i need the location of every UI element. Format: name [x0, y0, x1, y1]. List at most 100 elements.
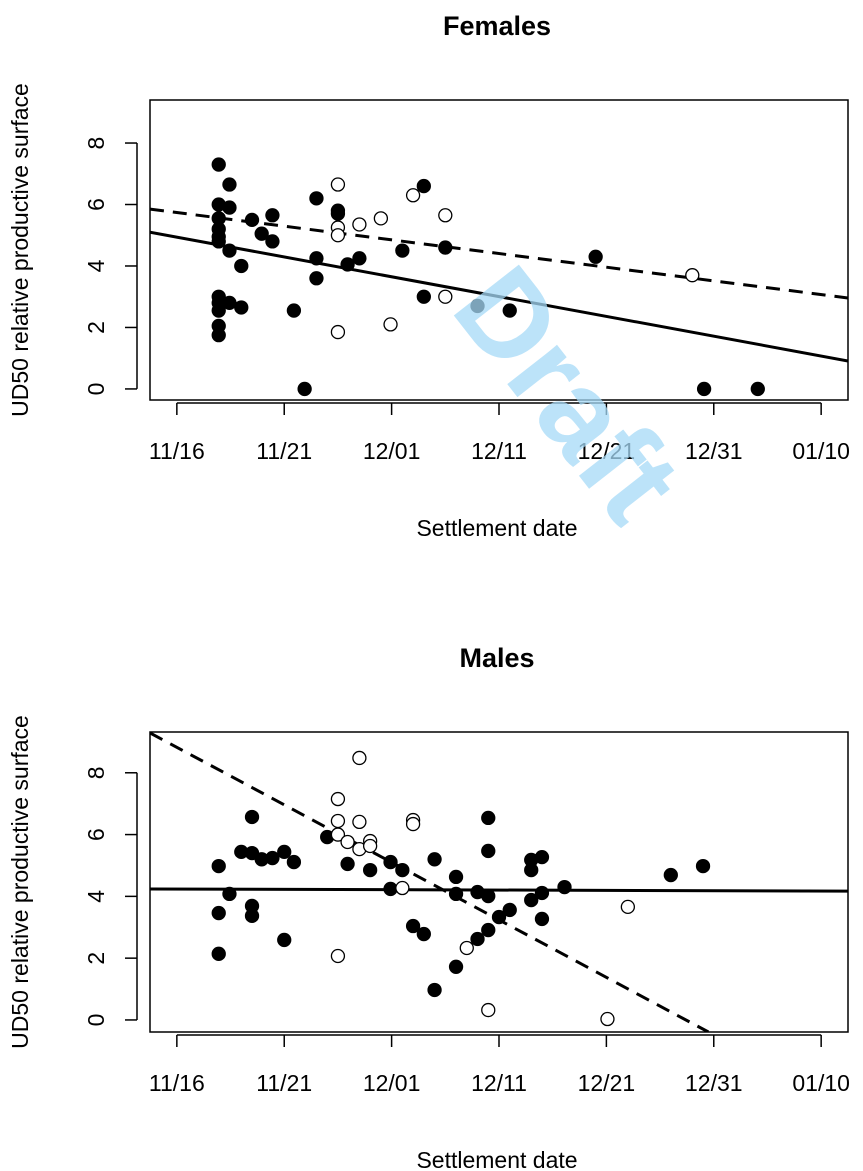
open-point: [405, 816, 421, 832]
open-point: [330, 791, 346, 807]
open-point: [438, 289, 453, 304]
filled-point: [395, 243, 410, 258]
open-point: [405, 188, 421, 203]
x-tick-label: 11/16: [149, 1070, 205, 1096]
filled-point: [481, 810, 496, 826]
filled-point: [222, 886, 237, 902]
filled-point: [244, 908, 260, 923]
fit-line: [150, 887, 848, 893]
filled-point: [286, 303, 302, 318]
filled-point: [340, 257, 355, 272]
filled-point: [211, 303, 226, 318]
filled-point: [277, 932, 292, 948]
filled-point: [405, 918, 421, 934]
y-tick-label: 0: [83, 1014, 109, 1027]
x-tick-label: 12/01: [363, 1070, 421, 1096]
filled-point: [352, 251, 367, 266]
y-tick-label: 8: [83, 137, 109, 150]
x-tick-label: 12/21: [578, 438, 636, 464]
open-point: [330, 324, 346, 340]
open-point: [330, 813, 346, 829]
x-tick-label: 12/21: [578, 1070, 636, 1096]
x-tick-label: 12/11: [471, 1070, 527, 1096]
y-tick-label: 0: [83, 383, 109, 396]
x-tick-label: 11/21: [256, 438, 312, 464]
filled-point: [557, 879, 572, 895]
open-point: [330, 177, 346, 192]
y-tick-label: 6: [83, 828, 109, 841]
filled-point: [211, 905, 226, 921]
filled-point: [265, 850, 280, 866]
x-axis-label: Settlement date: [416, 515, 577, 541]
filled-point: [383, 854, 398, 870]
x-axis-label: Settlement date: [416, 1147, 577, 1171]
filled-point: [448, 869, 464, 885]
x-tick-label: 11/16: [149, 438, 205, 464]
filled-point: [330, 206, 346, 221]
filled-point: [416, 178, 431, 194]
filled-point: [750, 381, 765, 397]
chart-title: Females: [443, 11, 551, 41]
y-tick-label: 6: [83, 198, 109, 211]
filled-point: [395, 862, 410, 878]
filled-point: [222, 295, 237, 311]
open-point: [340, 834, 355, 850]
filled-point: [277, 844, 292, 860]
x-tick-label: 11/21: [256, 1070, 312, 1096]
filled-point: [502, 303, 517, 318]
filled-point: [427, 852, 442, 867]
x-tick-label: 12/01: [363, 438, 421, 464]
filled-point: [211, 234, 226, 249]
filled-point: [448, 886, 464, 902]
filled-point: [211, 327, 226, 343]
filled-point: [234, 300, 249, 315]
filled-point: [265, 208, 280, 223]
filled-point: [309, 191, 324, 206]
x-tick-label: 12/11: [471, 438, 527, 464]
filled-point: [534, 849, 550, 865]
open-point: [373, 211, 389, 226]
open-point: [330, 827, 346, 842]
filled-point: [222, 243, 237, 258]
x-tick-label: 12/31: [685, 438, 743, 464]
filled-point: [309, 271, 324, 286]
filled-point: [427, 982, 442, 998]
open-point: [600, 1011, 615, 1027]
filled-point: [222, 200, 237, 215]
dashed-fit-line: [150, 732, 710, 1032]
filled-point: [695, 858, 711, 874]
filled-point: [244, 809, 260, 825]
fit-line: [150, 230, 848, 363]
open-point: [352, 217, 367, 232]
dashed-fit-line: [150, 207, 848, 300]
filled-point: [470, 931, 485, 947]
filled-point: [254, 226, 269, 241]
filled-point: [534, 885, 550, 901]
y-axis-label: UD50 relative productive surface: [7, 83, 33, 417]
filled-point: [340, 856, 355, 872]
filled-point: [502, 902, 517, 918]
filled-point: [309, 251, 324, 266]
watermark: Draft: [428, 243, 706, 546]
filled-point: [481, 888, 496, 904]
open-point: [620, 899, 636, 915]
open-point: [330, 228, 346, 243]
x-tick-label: 01/10: [792, 1070, 850, 1096]
y-tick-label: 4: [83, 890, 109, 903]
plot-box: [149, 731, 849, 1033]
y-tick-label: 8: [83, 766, 109, 779]
filled-point: [438, 240, 453, 255]
open-point: [395, 880, 410, 896]
filled-point: [362, 862, 378, 878]
filled-point: [234, 258, 249, 274]
y-axis-label: UD50 relative productive surface: [7, 715, 33, 1049]
filled-point: [481, 922, 496, 938]
filled-point: [211, 157, 226, 172]
filled-point: [383, 881, 398, 897]
filled-point: [481, 843, 496, 859]
y-tick-label: 2: [83, 952, 109, 965]
filled-point: [534, 911, 550, 927]
open-point: [685, 268, 700, 283]
y-tick-label: 4: [83, 259, 109, 272]
